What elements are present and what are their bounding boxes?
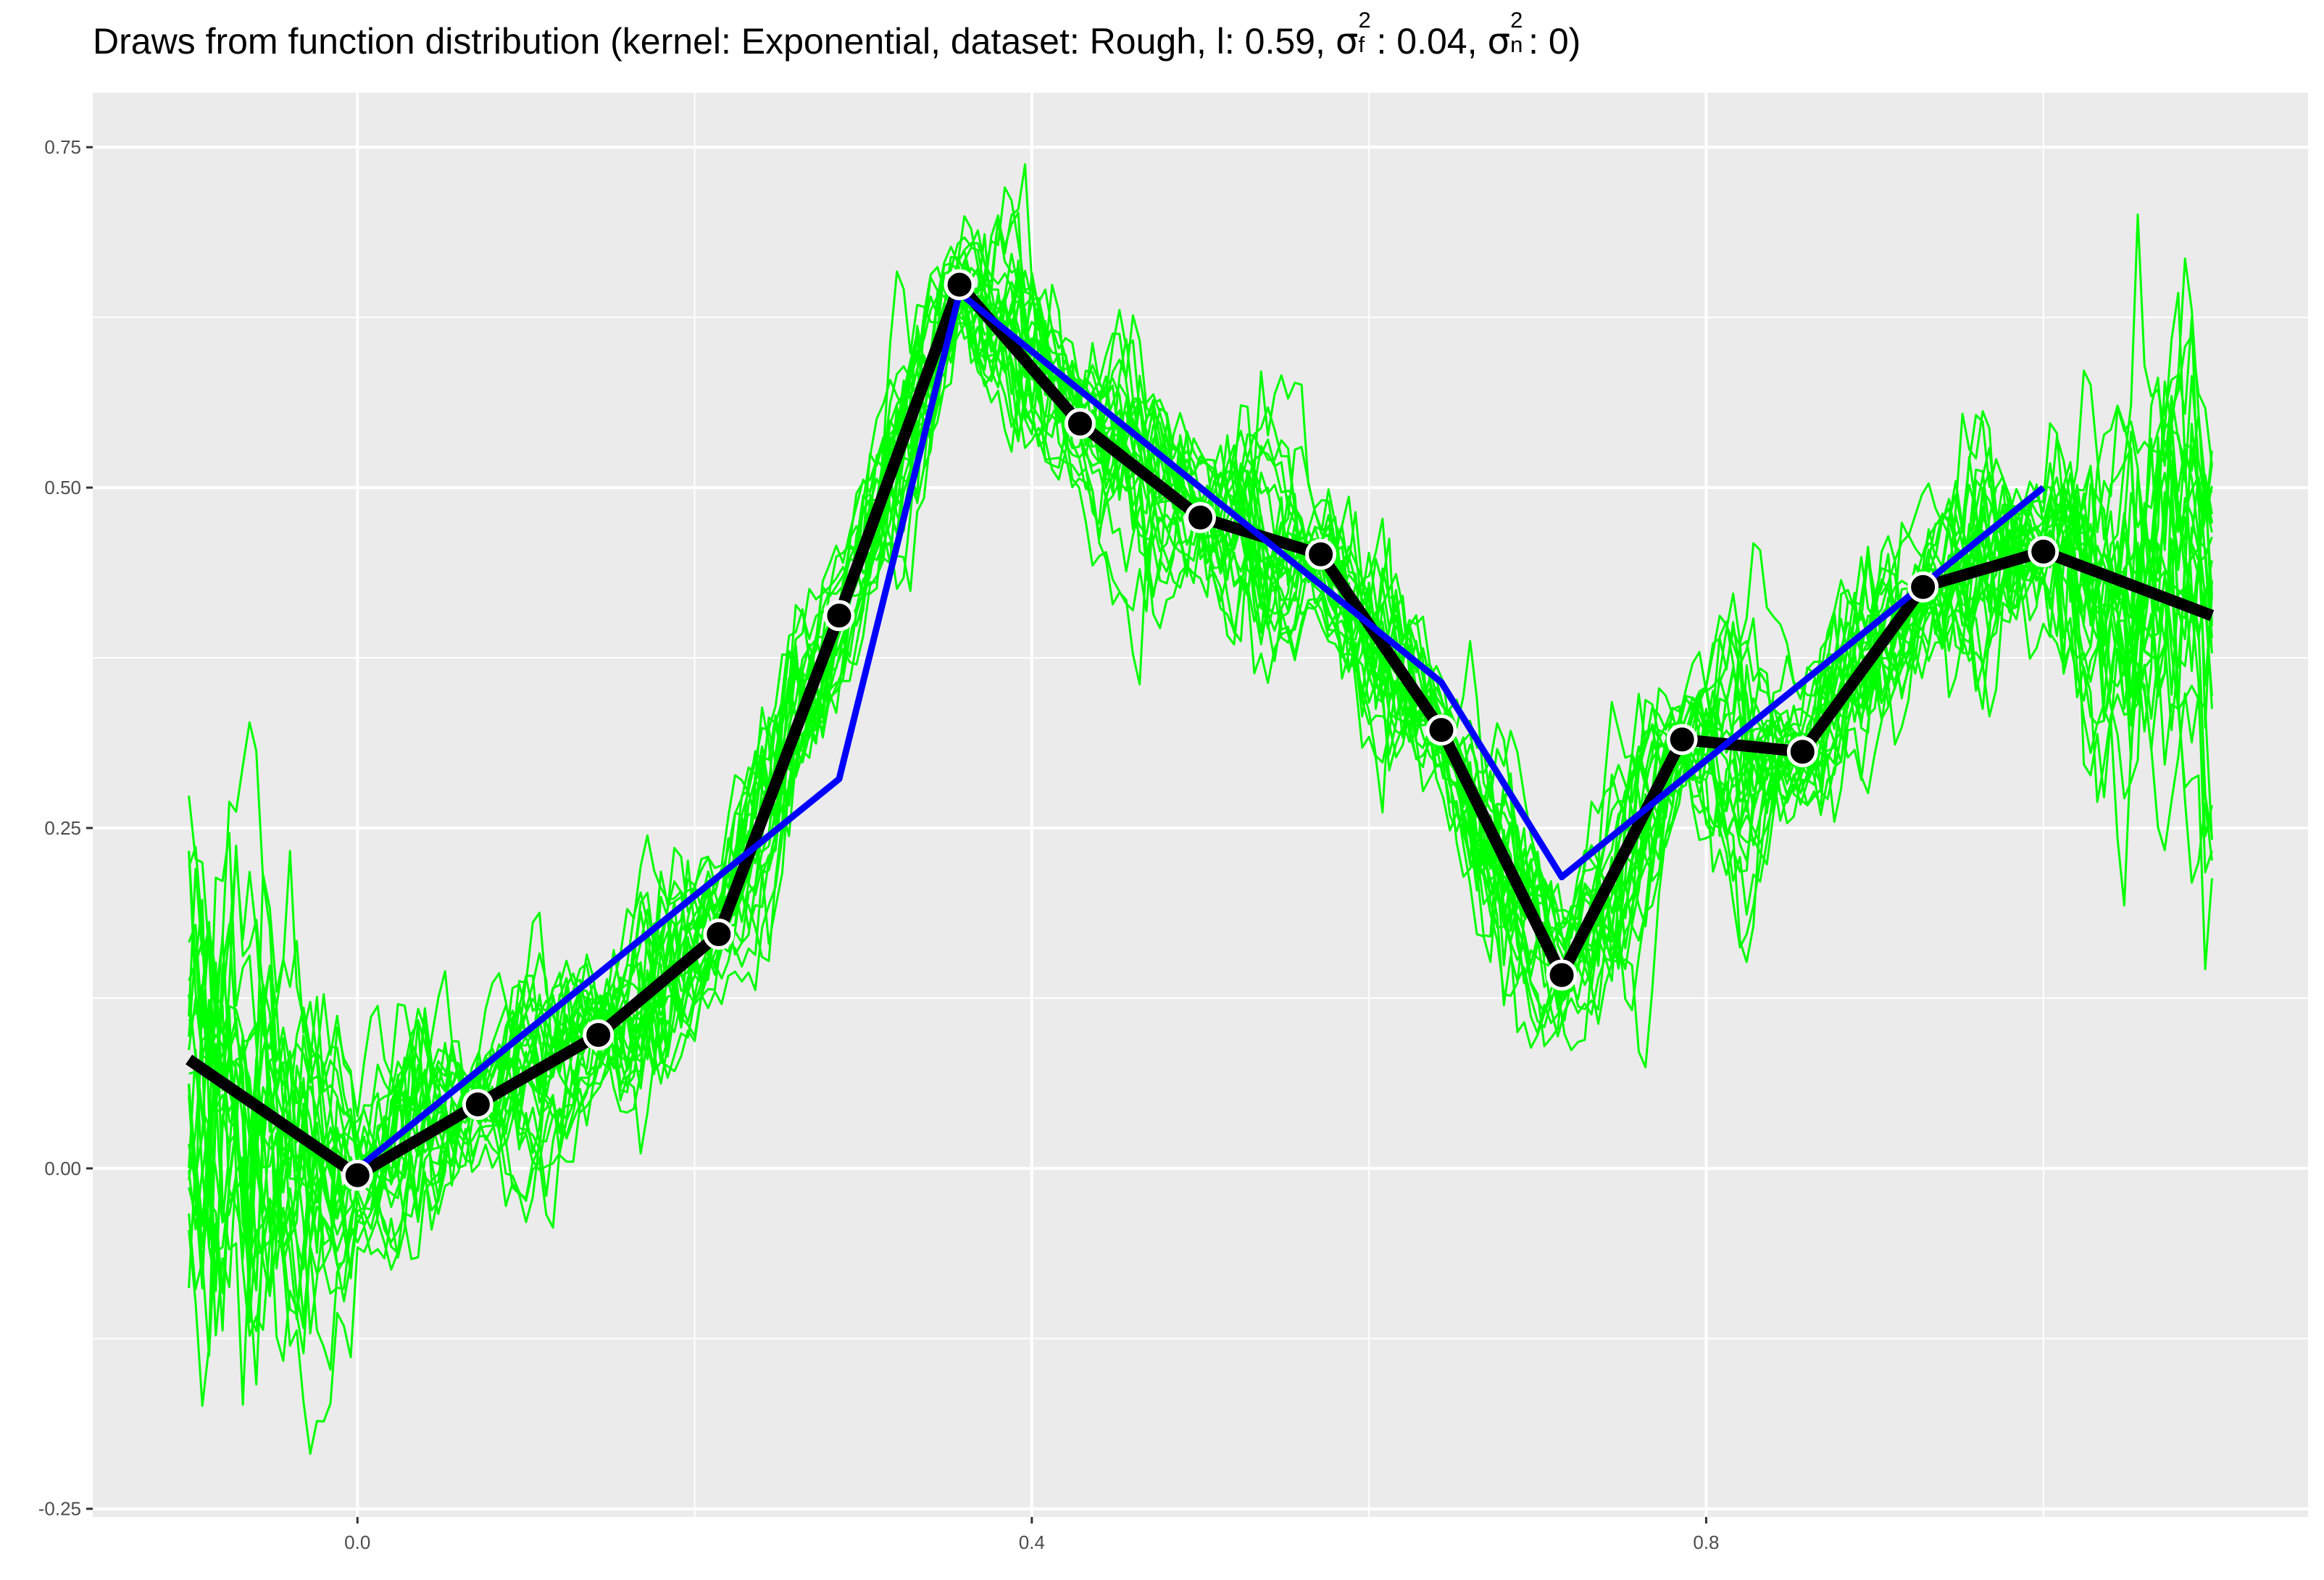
observation-points — [341, 269, 2059, 1191]
observation-point — [1305, 538, 1337, 570]
observation-point — [1185, 501, 1216, 533]
y-tick-label: -0.25 — [38, 1498, 81, 1520]
grid-minor — [93, 93, 2308, 1517]
observation-point — [2028, 535, 2059, 567]
observation-point — [1666, 724, 1698, 756]
x-tick-label: 0.8 — [1693, 1531, 1719, 1553]
sigma-f-symbol: σ — [1335, 20, 1359, 62]
x-tick-label: 0.0 — [344, 1531, 370, 1553]
y-tick-label: 0.50 — [44, 477, 81, 498]
draw-line — [188, 163, 2213, 1216]
draw-line — [188, 242, 2213, 1271]
plot-panel — [93, 93, 2308, 1517]
draw-line — [188, 267, 2213, 1371]
y-tick-label: 0.25 — [44, 817, 81, 839]
observation-point — [1425, 714, 1457, 746]
observation-point — [1786, 736, 1818, 768]
title-prefix: Draws from function distribution (kernel… — [93, 21, 1336, 62]
axes: -0.25 0.00 0.25 0.50 0.75 0.0 0.4 0.8 — [38, 136, 1720, 1553]
observation-point — [944, 269, 975, 301]
observation-point — [462, 1088, 493, 1120]
observation-point — [1907, 571, 1939, 603]
true-function-line — [355, 289, 2046, 1171]
draw-line — [188, 276, 2213, 1362]
y-tick-label: 0.75 — [44, 136, 81, 158]
x-tick-label: 0.4 — [1019, 1531, 1045, 1553]
observation-point — [823, 600, 855, 632]
sigma-n-superscript: 2 — [1510, 7, 1523, 33]
sigma-f-value: : 0.04, — [1376, 21, 1488, 62]
observation-point — [1546, 959, 1578, 991]
true-function-series — [355, 289, 2046, 1171]
sigma-f-subscript: f — [1358, 32, 1365, 58]
sigma-n-symbol: σ — [1487, 20, 1511, 62]
observation-point — [1064, 408, 1096, 440]
sigma-n-value: : 0) — [1528, 21, 1581, 62]
y-tick-label: 0.00 — [44, 1158, 81, 1179]
chart-title: Draws from function distribution (kernel… — [93, 9, 1581, 62]
observation-point — [703, 919, 735, 950]
sigma-f-superscript: 2 — [1358, 7, 1371, 33]
observation-point — [583, 1019, 615, 1051]
observation-point — [341, 1159, 373, 1191]
grid-major — [93, 93, 2308, 1517]
sigma-n-subscript: n — [1510, 32, 1523, 58]
